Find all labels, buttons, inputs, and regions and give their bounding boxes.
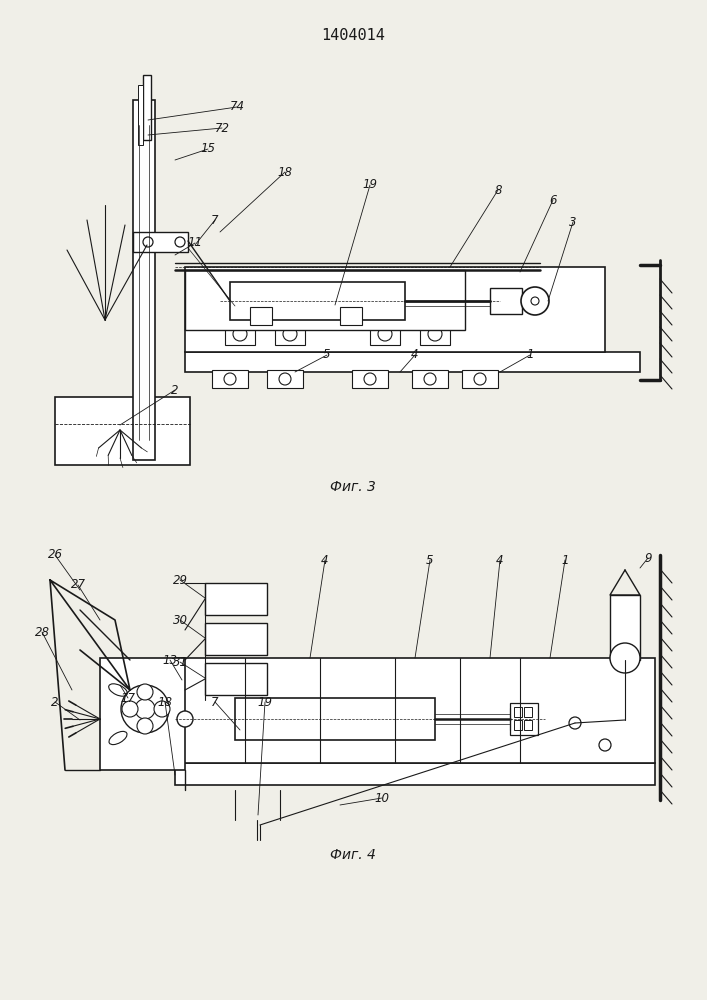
Bar xyxy=(143,75,151,140)
Bar xyxy=(275,323,305,345)
Text: Фиг. 3: Фиг. 3 xyxy=(330,480,376,494)
Bar xyxy=(230,282,405,320)
Circle shape xyxy=(135,699,155,719)
Bar xyxy=(100,658,185,770)
Circle shape xyxy=(177,711,193,727)
Text: 5: 5 xyxy=(323,349,331,361)
Circle shape xyxy=(474,373,486,385)
Circle shape xyxy=(599,739,611,751)
Text: 18: 18 xyxy=(278,165,293,178)
Bar xyxy=(185,352,640,372)
Bar xyxy=(175,763,655,785)
Bar xyxy=(225,323,255,345)
Bar xyxy=(352,370,388,388)
Text: 1: 1 xyxy=(526,349,534,361)
Bar xyxy=(514,707,522,717)
Text: 6: 6 xyxy=(549,194,556,207)
Circle shape xyxy=(233,327,247,341)
Circle shape xyxy=(154,701,170,717)
Text: 9: 9 xyxy=(644,552,652,564)
Bar xyxy=(185,267,605,352)
Text: 2: 2 xyxy=(51,696,59,708)
Bar xyxy=(510,703,538,735)
Bar xyxy=(250,307,272,325)
Text: 72: 72 xyxy=(214,121,230,134)
Bar xyxy=(524,720,532,730)
Bar xyxy=(412,370,448,388)
Circle shape xyxy=(378,327,392,341)
Bar xyxy=(212,370,248,388)
Bar xyxy=(133,100,155,460)
Text: 27: 27 xyxy=(71,578,86,591)
Circle shape xyxy=(224,373,236,385)
Circle shape xyxy=(531,297,539,305)
Circle shape xyxy=(364,373,376,385)
Text: 4: 4 xyxy=(411,349,419,361)
Bar xyxy=(420,323,450,345)
Text: 5: 5 xyxy=(426,554,434,566)
Text: 15: 15 xyxy=(201,142,216,155)
Bar xyxy=(370,323,400,345)
Circle shape xyxy=(137,684,153,700)
Bar xyxy=(524,707,532,717)
Text: 1404014: 1404014 xyxy=(321,27,385,42)
Circle shape xyxy=(283,327,297,341)
Bar xyxy=(514,720,522,730)
Circle shape xyxy=(175,237,185,247)
Bar xyxy=(205,623,267,655)
Bar xyxy=(133,232,188,252)
Bar xyxy=(490,288,522,314)
Bar xyxy=(267,370,303,388)
Text: 8: 8 xyxy=(494,184,502,196)
Text: 3: 3 xyxy=(569,216,577,229)
Circle shape xyxy=(279,373,291,385)
Bar xyxy=(340,307,362,325)
Text: 7: 7 xyxy=(211,214,218,227)
Text: 11: 11 xyxy=(187,236,202,249)
Bar xyxy=(185,270,465,330)
Circle shape xyxy=(121,685,169,733)
Circle shape xyxy=(424,373,436,385)
Text: 28: 28 xyxy=(35,626,49,639)
Circle shape xyxy=(521,287,549,315)
Text: 13: 13 xyxy=(163,654,177,666)
Text: 1: 1 xyxy=(561,554,568,566)
Text: 17: 17 xyxy=(120,692,136,704)
Text: 29: 29 xyxy=(173,574,187,586)
Text: 19: 19 xyxy=(363,178,378,192)
Text: 4: 4 xyxy=(496,554,504,566)
Bar xyxy=(138,85,143,145)
Bar xyxy=(175,658,655,763)
Bar xyxy=(462,370,498,388)
Text: 4: 4 xyxy=(321,554,329,566)
Circle shape xyxy=(569,717,581,729)
Circle shape xyxy=(137,718,153,734)
Circle shape xyxy=(610,643,640,673)
Text: 2: 2 xyxy=(171,383,179,396)
Circle shape xyxy=(428,327,442,341)
Text: 18: 18 xyxy=(158,696,173,708)
Circle shape xyxy=(143,237,153,247)
Bar xyxy=(610,595,640,660)
Text: 31: 31 xyxy=(173,656,187,668)
Text: 30: 30 xyxy=(173,613,187,626)
Text: 10: 10 xyxy=(375,792,390,804)
Bar xyxy=(235,698,435,740)
Bar xyxy=(205,583,267,615)
Bar xyxy=(205,663,267,695)
Text: Фиг. 4: Фиг. 4 xyxy=(330,848,376,862)
Bar xyxy=(55,397,190,465)
Circle shape xyxy=(122,701,138,717)
Text: 19: 19 xyxy=(257,696,272,708)
Text: 74: 74 xyxy=(230,101,245,113)
Text: 7: 7 xyxy=(211,696,218,708)
Text: 26: 26 xyxy=(47,548,62,562)
